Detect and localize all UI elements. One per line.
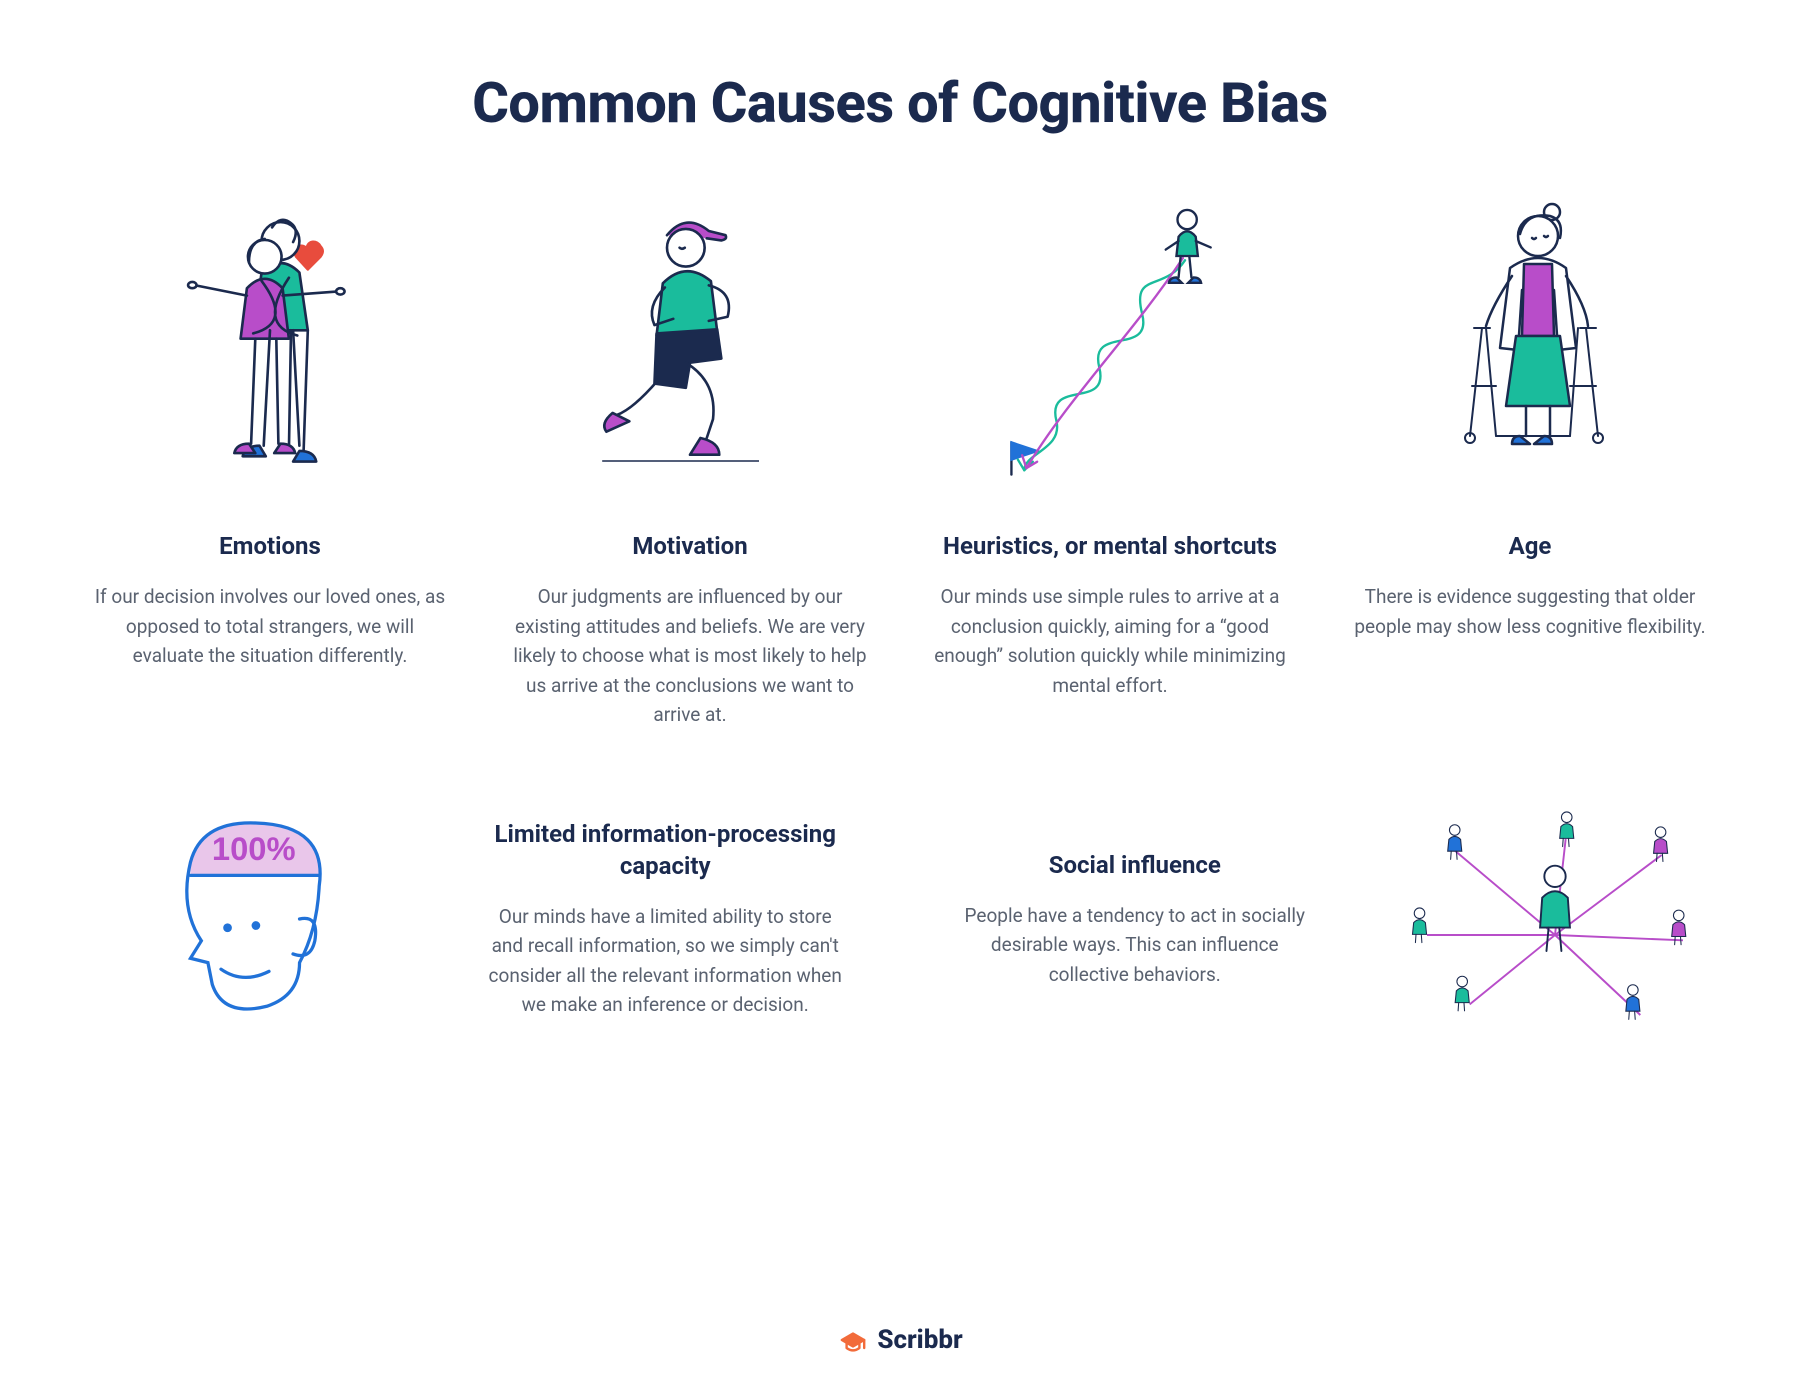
card-title: Heuristics, or mental shortcuts: [943, 531, 1277, 562]
scribbr-icon: [837, 1324, 869, 1356]
head-100-percent-icon: 100%: [80, 789, 410, 1049]
card-motivation: Motivation Our judgments are influenced …: [500, 196, 880, 729]
elderly-person-icon: [1340, 196, 1720, 496]
winding-path-icon: [920, 196, 1300, 496]
card-limited: Limited information-processing capacity …: [450, 819, 880, 1019]
card-title: Limited information-processing capacity: [450, 819, 880, 881]
card-title: Social influence: [1049, 850, 1221, 881]
card-heuristics: Heuristics, or mental shortcuts Our mind…: [920, 196, 1300, 729]
bottom-row: 100% Limited information-processing capa…: [80, 789, 1720, 1049]
people-network-icon: [1390, 789, 1720, 1049]
hugging-couple-icon: [80, 196, 460, 496]
brand-logo: Scribbr: [80, 1324, 1720, 1356]
brain-percentage-label: 100%: [212, 830, 296, 867]
top-row: Emotions If our decision involves our lo…: [80, 196, 1720, 729]
card-social: Social influence People have a tendency …: [920, 850, 1350, 990]
card-age: Age There is evidence suggesting that ol…: [1340, 196, 1720, 729]
card-title: Age: [1509, 531, 1552, 562]
runner-icon: [500, 196, 880, 496]
page-title: Common Causes of Cognitive Bias: [80, 70, 1720, 136]
card-body: Our minds have a limited ability to stor…: [485, 902, 845, 1020]
card-body: Our judgments are influenced by our exis…: [510, 582, 870, 729]
card-emotions: Emotions If our decision involves our lo…: [80, 196, 460, 729]
card-body: There is evidence suggesting that older …: [1350, 582, 1710, 641]
card-body: People have a tendency to act in sociall…: [955, 901, 1315, 989]
card-title: Emotions: [219, 531, 321, 562]
brand-text: Scribbr: [877, 1325, 962, 1355]
card-body: Our minds use simple rules to arrive at …: [930, 582, 1290, 700]
card-title: Motivation: [632, 531, 747, 562]
card-body: If our decision involves our loved ones,…: [90, 582, 450, 670]
